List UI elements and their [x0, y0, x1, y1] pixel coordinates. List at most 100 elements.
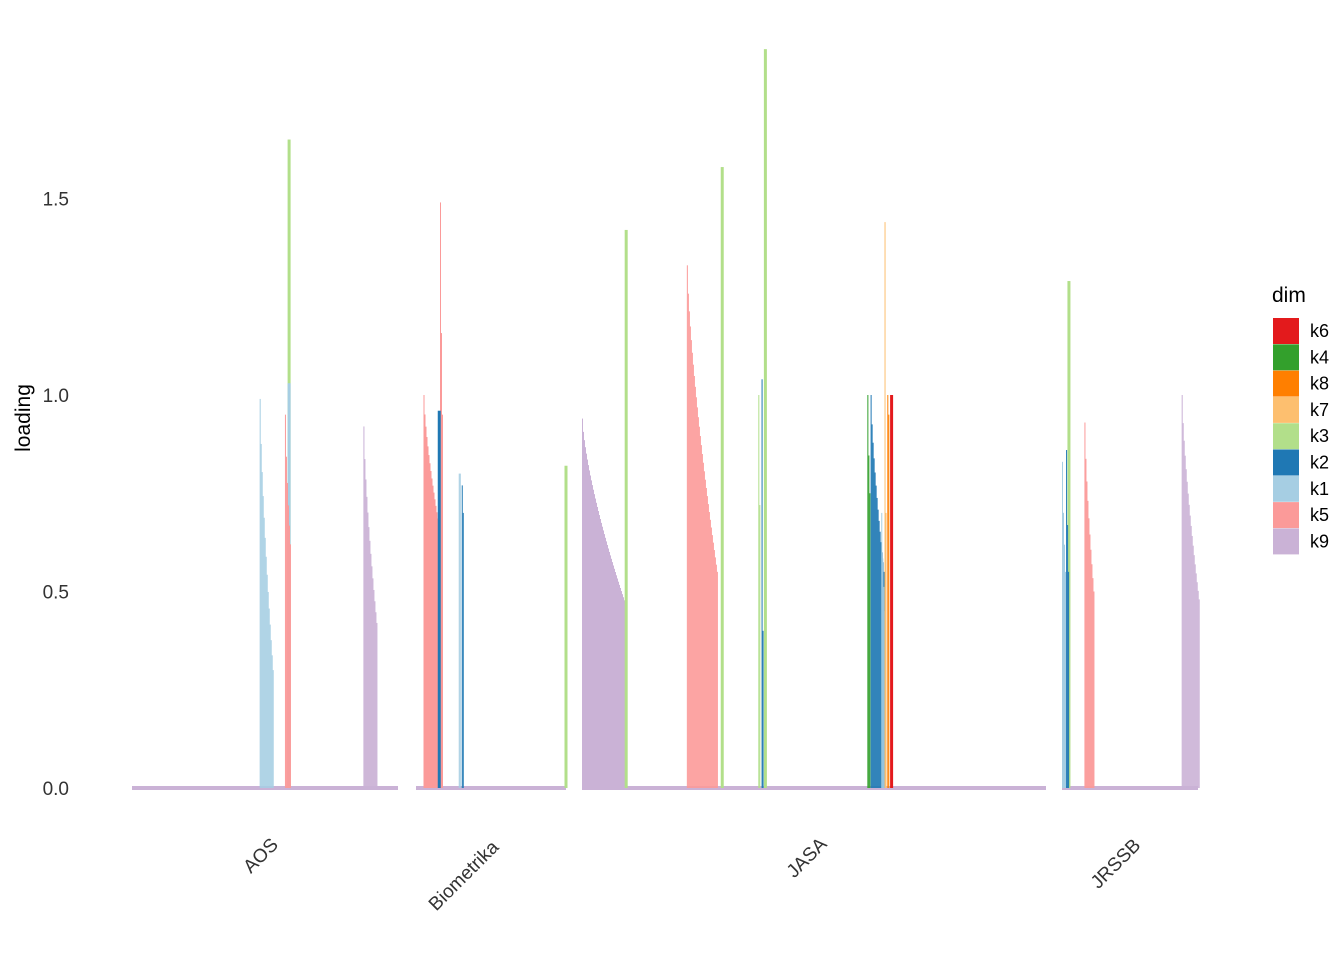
loading-bar-k5 — [702, 462, 704, 788]
loading-bar-k2 — [1067, 525, 1069, 788]
loading-bar-k5 — [289, 544, 291, 788]
loading-bar-k9 — [616, 575, 617, 788]
loading-bar-k2 — [879, 531, 881, 788]
loading-bar-k5 — [285, 456, 287, 788]
loading-bar-k9 — [365, 479, 367, 788]
loading-bar-k9 — [615, 572, 616, 788]
loading-bar-k5 — [715, 564, 717, 788]
loading-bar-k5 — [705, 487, 707, 788]
loading-bar-k5 — [1090, 549, 1092, 788]
loading-bar-k9 — [598, 511, 599, 788]
loading-bar-k5 — [427, 446, 429, 788]
x-tick-label: JASA — [783, 834, 832, 883]
legend-label-k1: k1 — [1310, 479, 1329, 499]
loading-bar-k3 — [759, 505, 761, 788]
loading-bar-k9 — [1193, 555, 1195, 788]
loading-bar-k8 — [888, 414, 890, 788]
loading-bar-k9 — [366, 496, 368, 788]
loading-bar-k2 — [762, 630, 764, 788]
loading-bar-k1 — [270, 640, 272, 788]
loading-bar-k9 — [1198, 599, 1200, 788]
loading-bar-k2 — [873, 458, 875, 788]
loading-bar-k1 — [458, 473, 460, 788]
loading-bar-k5 — [433, 492, 435, 788]
loading-bar-k9 — [601, 522, 602, 788]
loading-bar-k9 — [583, 431, 584, 788]
loading-bar-k9 — [1192, 545, 1194, 788]
loading-bar-k5 — [425, 426, 427, 788]
loading-bar-k9 — [613, 565, 614, 788]
legend-label-k5: k5 — [1310, 505, 1329, 525]
loading-bar-k5 — [698, 426, 700, 788]
loading-bar-k7 — [885, 512, 887, 788]
loading-bar-k9 — [599, 515, 600, 788]
loading-bar-k9 — [364, 459, 366, 788]
loading-bar-k5 — [1089, 534, 1091, 788]
loading-bar-k2 — [1066, 450, 1068, 788]
y-tick-label: 1.0 — [43, 386, 69, 407]
legend-label-k9: k9 — [1310, 531, 1329, 551]
loading-bar-k5 — [697, 417, 699, 788]
loading-bar-k9 — [1181, 395, 1183, 788]
loading-bar-k5 — [423, 395, 425, 788]
loading-bar-k5 — [714, 557, 716, 788]
loading-bar-k9 — [374, 601, 376, 788]
loading-bar-k9 — [592, 485, 593, 788]
loading-bar-k5 — [700, 445, 702, 788]
loading-bar-k9 — [370, 553, 372, 788]
loading-bar-k5 — [693, 375, 695, 788]
loading-bar-k1 — [1062, 461, 1063, 788]
loading-bar-k9 — [607, 544, 608, 788]
loading-bar-k2 — [871, 424, 873, 788]
legend-swatch-k5 — [1273, 502, 1299, 529]
legend-label-k6: k6 — [1310, 321, 1329, 341]
loading-bar-k9 — [582, 418, 583, 788]
loading-bar-k1 — [272, 670, 274, 788]
loading-bar-k5 — [711, 535, 713, 788]
loading-bar-k7 — [884, 222, 886, 788]
loading-bar-k1 — [261, 472, 263, 788]
loading-bar-k3 — [1067, 281, 1071, 788]
legend-swatch-k9 — [1273, 528, 1299, 555]
loading-bar-k9 — [1189, 515, 1191, 788]
loading-bar-k5 — [431, 478, 433, 788]
loading-bar-k9 — [622, 594, 623, 788]
loading-bar-k9 — [368, 527, 370, 788]
y-tick-label: 0.0 — [43, 779, 69, 800]
baseline-bar — [582, 786, 1046, 790]
loading-bar-k9 — [611, 558, 612, 788]
loading-bar-k9 — [1191, 535, 1193, 788]
loading-bar-k9 — [618, 581, 619, 788]
x-tick-label: AOS — [239, 834, 282, 877]
loading-bar-k9 — [585, 447, 586, 788]
loading-bar-k9 — [1194, 564, 1196, 788]
legend: dim k6 k4 k8 k7 k3 k2 k1 k5 k9 — [1272, 284, 1329, 555]
loading-bar-k5 — [434, 499, 436, 788]
legend-swatch-k4 — [1273, 344, 1299, 371]
loading-bar-k3 — [758, 395, 760, 788]
legend-label-k2: k2 — [1310, 453, 1329, 473]
loading-bar-k9 — [610, 555, 611, 788]
loading-bar-k5 — [712, 542, 714, 788]
loading-bar-k9 — [617, 578, 618, 788]
legend-label-k8: k8 — [1310, 374, 1329, 394]
loading-bar-k9 — [1196, 582, 1198, 788]
loading-bar-k5 — [441, 333, 442, 788]
loading-bar-k9 — [1188, 504, 1190, 788]
loading-bar-k9 — [375, 612, 377, 788]
loading-bar-k9 — [1197, 590, 1199, 788]
loading-bar-k1 — [1064, 544, 1065, 788]
loading-bar-k5 — [435, 505, 437, 788]
loading-bar-k2 — [462, 512, 464, 788]
loading-bar-k5 — [695, 397, 697, 788]
loading-bar-k5 — [691, 352, 693, 788]
legend-swatch-k8 — [1273, 370, 1299, 397]
loading-bar-k9 — [608, 548, 609, 788]
legend-swatch-k2 — [1273, 449, 1299, 476]
loading-bar-k9 — [595, 498, 596, 788]
loading-bar-k9 — [605, 537, 606, 788]
loading-bar-k2 — [870, 395, 872, 788]
loading-bar-k1 — [269, 624, 271, 788]
loading-bar-k9 — [597, 506, 598, 788]
